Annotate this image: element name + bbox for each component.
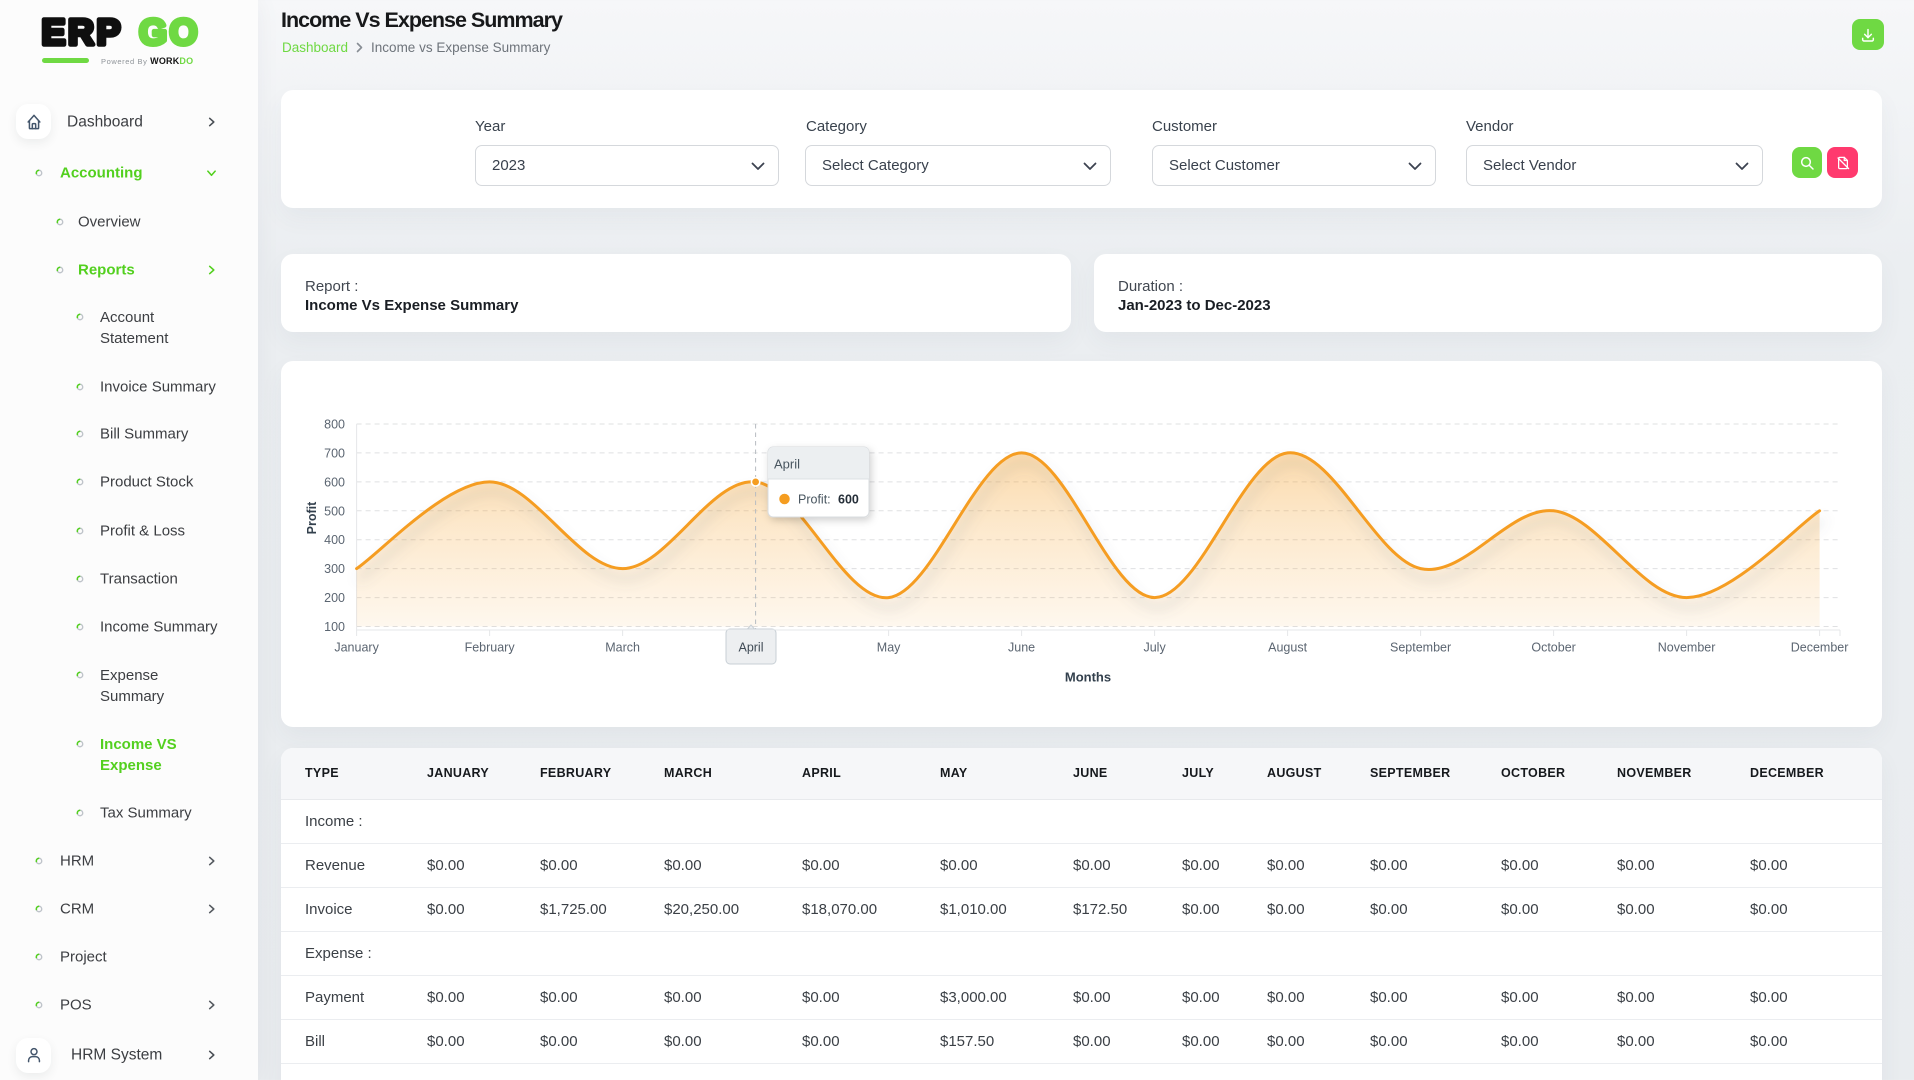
svg-text:August: August bbox=[1268, 641, 1307, 655]
svg-text:400: 400 bbox=[324, 533, 345, 547]
svg-text:April: April bbox=[774, 457, 800, 472]
svg-text:May: May bbox=[877, 641, 901, 655]
svg-text:October: October bbox=[1531, 641, 1575, 655]
svg-text:200: 200 bbox=[324, 591, 345, 605]
svg-text:300: 300 bbox=[324, 562, 345, 576]
svg-text:April: April bbox=[738, 641, 763, 655]
svg-text:March: March bbox=[605, 641, 640, 655]
svg-text:ERP: ERP bbox=[42, 13, 124, 53]
svg-text:Months: Months bbox=[1065, 670, 1111, 685]
svg-text:600: 600 bbox=[324, 475, 345, 489]
svg-text:700: 700 bbox=[324, 446, 345, 460]
svg-text:GO: GO bbox=[139, 13, 200, 53]
svg-text:December: December bbox=[1791, 641, 1849, 655]
svg-text:January: January bbox=[334, 641, 379, 655]
svg-text:June: June bbox=[1008, 641, 1035, 655]
svg-text:100: 100 bbox=[324, 620, 345, 634]
svg-text:Profit:: Profit: bbox=[798, 493, 831, 507]
svg-text:800: 800 bbox=[324, 418, 345, 432]
svg-text:500: 500 bbox=[324, 504, 345, 518]
svg-text:November: November bbox=[1658, 641, 1716, 655]
svg-text:February: February bbox=[465, 641, 516, 655]
svg-text:September: September bbox=[1390, 641, 1451, 655]
svg-text:Profit: Profit bbox=[305, 501, 319, 534]
svg-text:600: 600 bbox=[838, 493, 859, 507]
svg-text:July: July bbox=[1143, 641, 1166, 655]
